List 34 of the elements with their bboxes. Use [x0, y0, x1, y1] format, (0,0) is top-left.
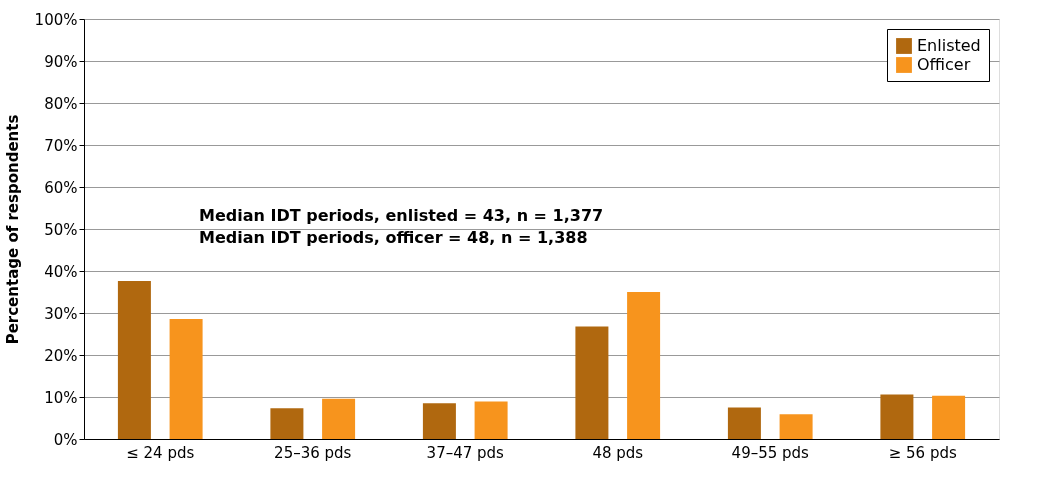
bar	[575, 326, 609, 439]
x-tick-label: 25–36 pds	[274, 443, 352, 462]
y-tick-label: 30%	[44, 304, 78, 323]
legend-label: Officer	[917, 55, 971, 74]
bar	[474, 401, 508, 439]
bar	[627, 292, 661, 439]
y-tick-label: 20%	[44, 346, 78, 365]
y-tick-label: 60%	[44, 178, 78, 197]
x-tick-label: 48 pds	[592, 443, 644, 462]
annotation: Median IDT periods, enlisted = 43, n = 1,377	[199, 206, 604, 226]
bar	[422, 403, 456, 439]
x-tick-label: 49–55 pds	[731, 443, 810, 462]
y-tick-label: 50%	[44, 220, 78, 239]
x-tick-label: 37–47 pds	[426, 443, 505, 462]
y-tick-label: 70%	[44, 136, 78, 155]
bar	[727, 407, 761, 439]
bar	[117, 281, 151, 439]
bar	[169, 318, 203, 439]
bar	[779, 414, 813, 439]
y-tick-label: 80%	[44, 94, 78, 113]
bar	[880, 394, 914, 439]
y-tick-label: 90%	[44, 52, 78, 71]
annotation: Median IDT periods, officer = 48, n = 1,388	[199, 228, 588, 248]
bar	[932, 395, 966, 439]
y-tick-label: 40%	[44, 262, 78, 281]
x-tick-label: ≥ 56 pds	[888, 443, 957, 462]
bar	[270, 408, 304, 439]
x-tick-label: ≤ 24 pds	[126, 443, 195, 462]
y-tick-label: 0%	[53, 430, 78, 449]
bar	[322, 398, 356, 439]
legend-label: Enlisted	[917, 36, 981, 55]
y-tick-label: 100%	[34, 10, 78, 29]
y-axis-title: Percentage of respondents	[3, 114, 22, 345]
y-tick-label: 10%	[44, 388, 78, 407]
